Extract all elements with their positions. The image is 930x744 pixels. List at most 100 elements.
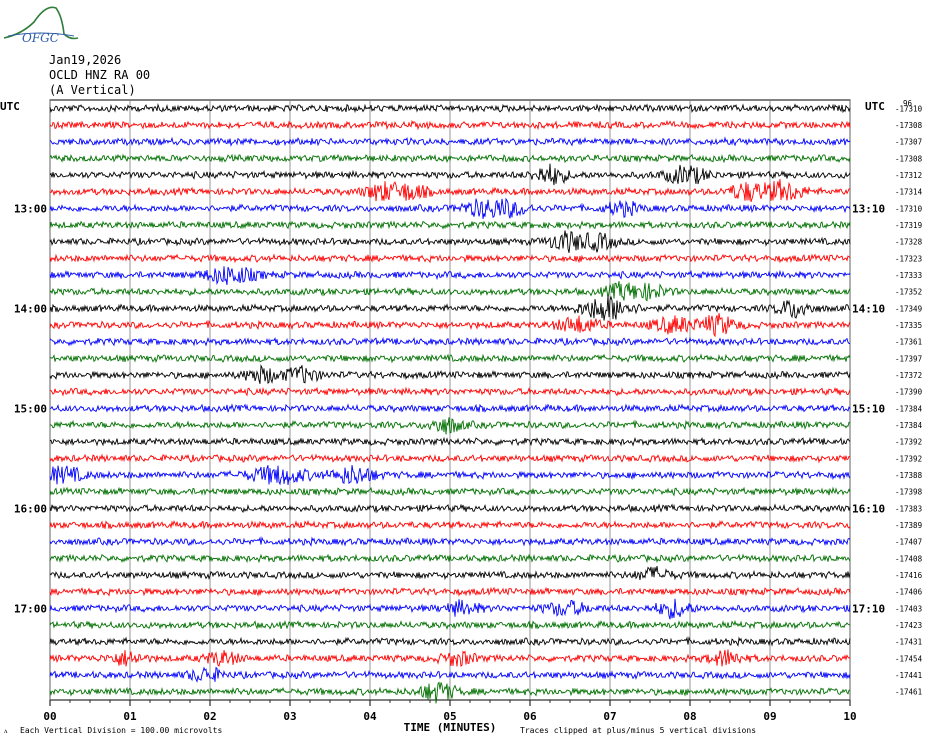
seismic-trace (49, 295, 851, 321)
offset-label: -17349 (895, 304, 922, 313)
offset-label: -17408 (895, 554, 923, 563)
offset-label: -17392 (895, 438, 922, 447)
seismic-trace (49, 313, 851, 338)
offset-label: -17431 (895, 638, 922, 647)
footer-clip-text: Traces clipped at plus/minus 5 vertical … (520, 726, 757, 735)
right-top-label: 96 (903, 99, 913, 108)
offset-label: -17416 (895, 571, 923, 580)
trace-group (49, 103, 851, 704)
seismic-trace (49, 253, 851, 264)
seismic-trace (49, 230, 851, 253)
x-tick-label: 07 (603, 710, 616, 723)
offset-label: -17389 (895, 521, 922, 530)
offset-label: -17335 (895, 321, 922, 330)
offset-label: -17403 (895, 604, 922, 613)
x-tick-label: 02 (203, 710, 216, 723)
offset-label: -17423 (895, 621, 922, 630)
offset-label: -17390 (895, 388, 923, 397)
seismic-trace (49, 353, 851, 364)
offset-label: -17352 (895, 288, 922, 297)
axis-labels: 00 01 02 03 04 05 06 07 08 09 10 -17310 -17308 -17307… (0, 99, 923, 734)
offset-label: -17388 (895, 471, 923, 480)
left-time-label: 14:00 (14, 302, 47, 315)
left-time-label: 17:00 (14, 602, 47, 615)
offset-label: -17314 (895, 188, 923, 197)
logo-mountain (3, 6, 79, 40)
offset-label: -17398 (895, 488, 923, 497)
x-tick-label: 05 (443, 710, 456, 723)
seismic-trace (49, 220, 851, 230)
seismic-trace (49, 363, 851, 385)
plot-grid (49, 99, 851, 706)
seismic-trace (49, 619, 851, 630)
offset-label: -17454 (895, 654, 923, 663)
header-date: Jan19,2026 (49, 53, 122, 67)
x-tick-label: 10 (843, 710, 856, 723)
left-time-label: 16:00 (14, 502, 47, 515)
seismic-trace (49, 281, 851, 302)
right-utc-label: UTC (865, 100, 885, 113)
offset-label: -17310 (895, 104, 923, 113)
seismic-trace (49, 119, 851, 131)
offset-label: -17406 (895, 588, 923, 597)
offset-label: -17312 (895, 171, 922, 180)
x-tick-label: 04 (363, 710, 377, 723)
seismic-trace (49, 453, 851, 464)
offset-label: -17407 (895, 538, 922, 547)
left-time-label: 13:00 (14, 202, 47, 215)
x-tick-label: 03 (283, 710, 296, 723)
offset-label: -17319 (895, 221, 922, 230)
seismic-trace (49, 636, 851, 647)
footer-mark-icon: ᴧ (4, 727, 8, 735)
seismic-trace (49, 503, 851, 514)
seismic-trace (49, 465, 851, 486)
left-utc-label: UTC (0, 100, 20, 113)
seismic-trace (49, 681, 851, 704)
seismic-trace (49, 519, 851, 530)
seismic-trace (49, 266, 851, 286)
seismic-trace (49, 436, 851, 447)
offset-label: -17333 (895, 271, 922, 280)
seismic-trace (49, 586, 851, 597)
x-tick-label: 00 (43, 710, 56, 723)
right-time-label: 16:10 (852, 502, 885, 515)
seismic-trace (49, 403, 851, 414)
offset-label: -17307 (895, 138, 922, 147)
seismic-trace (49, 598, 851, 620)
header-component: (A Vertical) (49, 83, 136, 97)
left-time-label: 15:00 (14, 402, 47, 415)
right-time-label: 15:10 (852, 402, 885, 415)
x-tick-label: 01 (123, 710, 137, 723)
seismic-trace (49, 136, 851, 147)
offset-label: -17397 (895, 354, 922, 363)
right-time-label: 17:10 (852, 602, 885, 615)
seismic-trace (49, 666, 851, 683)
right-time-label: 13:10 (852, 202, 885, 215)
x-tick-label: 09 (763, 710, 776, 723)
offset-label: -17308 (895, 121, 923, 130)
logo-text: OFGC (22, 31, 59, 45)
seismic-trace (49, 649, 851, 667)
footer-scale-text: Each Vertical Division = 100.00 microvol… (20, 726, 223, 735)
offset-label: -17384 (895, 421, 923, 430)
seismic-trace (49, 197, 851, 219)
offset-label: -17384 (895, 404, 923, 413)
seismic-trace (49, 386, 851, 397)
offset-label: -17441 (895, 671, 922, 680)
seismic-trace (49, 536, 851, 547)
offset-label: -17372 (895, 371, 922, 380)
seismic-trace (49, 153, 851, 164)
offset-label: -17310 (895, 204, 923, 213)
seismic-trace (49, 178, 850, 202)
seismic-trace (49, 417, 851, 435)
seismic-trace (49, 553, 851, 564)
logo: OFGC (3, 6, 79, 45)
seismic-trace (49, 103, 851, 114)
seismic-trace (49, 336, 851, 347)
x-tick-label: 06 (523, 710, 537, 723)
right-time-label: 14:10 (852, 302, 885, 315)
offset-label: -17461 (895, 688, 922, 697)
offset-label: -17361 (895, 338, 922, 347)
seismic-trace (49, 486, 851, 497)
